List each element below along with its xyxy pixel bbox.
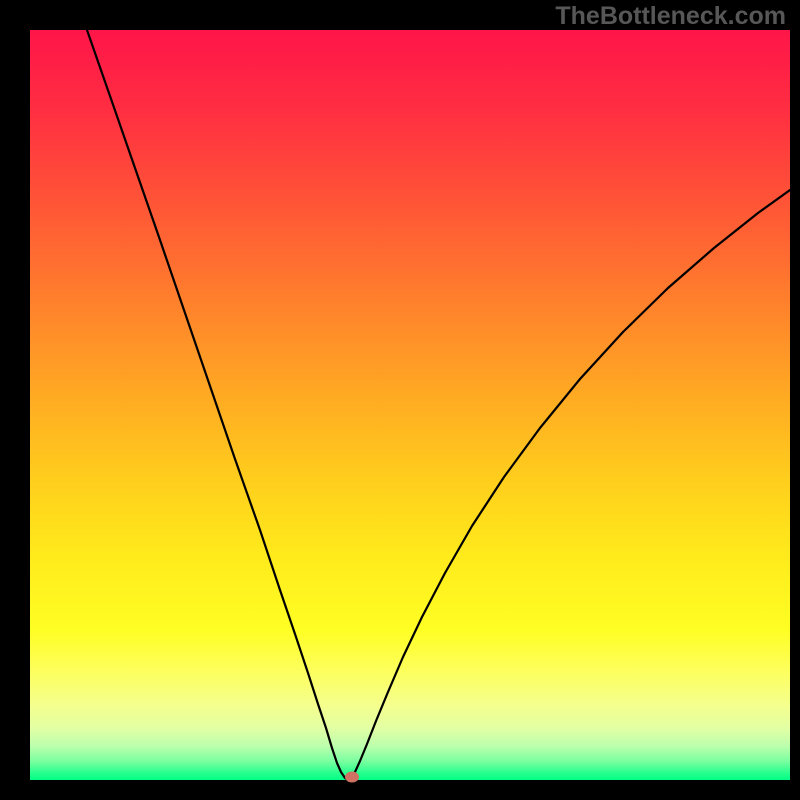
bottleneck-curve [30,30,790,780]
plot-area [30,30,790,780]
watermark-text: TheBottleneck.com [555,2,786,31]
optimum-marker [345,772,359,783]
